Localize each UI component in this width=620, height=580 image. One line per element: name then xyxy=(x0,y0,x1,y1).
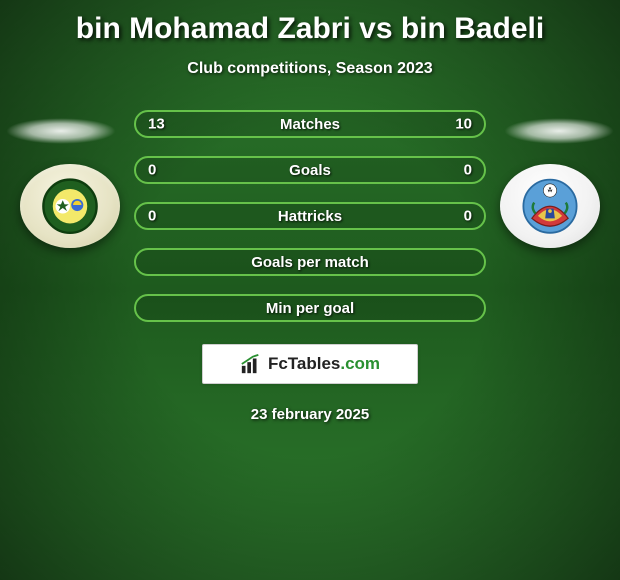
brand-logo[interactable]: FcTables.com xyxy=(202,344,418,384)
stat-row: 13 Matches 10 xyxy=(134,110,486,138)
crest-right-icon xyxy=(514,176,586,236)
crest-left-icon xyxy=(34,176,106,236)
spotlight-right xyxy=(504,118,614,144)
stat-label: Min per goal xyxy=(266,300,354,317)
brand-suffix: .com xyxy=(340,354,380,373)
brand-text: FcTables.com xyxy=(268,354,380,374)
stat-rows: 13 Matches 10 0 Goals 0 0 Hattricks 0 Goals per m… xyxy=(134,110,486,322)
stat-row: Min per goal xyxy=(134,294,486,322)
stat-label: Matches xyxy=(280,116,340,133)
stat-row: 0 Goals 0 xyxy=(134,156,486,184)
club-crest-left xyxy=(20,164,120,248)
stat-label: Goals xyxy=(289,162,331,179)
bar-chart-icon xyxy=(240,353,262,375)
stat-value-left: 0 xyxy=(148,208,156,225)
subtitle: Club competitions, Season 2023 xyxy=(187,60,432,78)
stat-label: Hattricks xyxy=(278,208,342,225)
stat-value-right: 0 xyxy=(464,208,472,225)
club-crest-right xyxy=(500,164,600,248)
stat-row: Goals per match xyxy=(134,248,486,276)
date-label: 23 february 2025 xyxy=(251,406,369,423)
comparison-card: bin Mohamad Zabri vs bin Badeli Club com… xyxy=(0,0,620,423)
brand-name: FcTables xyxy=(268,354,340,373)
page-title: bin Mohamad Zabri vs bin Badeli xyxy=(76,12,544,46)
stat-label: Goals per match xyxy=(251,254,369,271)
stat-value-left: 13 xyxy=(148,116,165,133)
stage: 13 Matches 10 0 Goals 0 0 Hattricks 0 Goals per m… xyxy=(0,110,620,322)
stat-row: 0 Hattricks 0 xyxy=(134,202,486,230)
stat-value-right: 10 xyxy=(455,116,472,133)
stat-value-left: 0 xyxy=(148,162,156,179)
crest-ellipse-left xyxy=(20,164,120,248)
stat-value-right: 0 xyxy=(464,162,472,179)
spotlight-left xyxy=(6,118,116,144)
crest-ellipse-right xyxy=(500,164,600,248)
